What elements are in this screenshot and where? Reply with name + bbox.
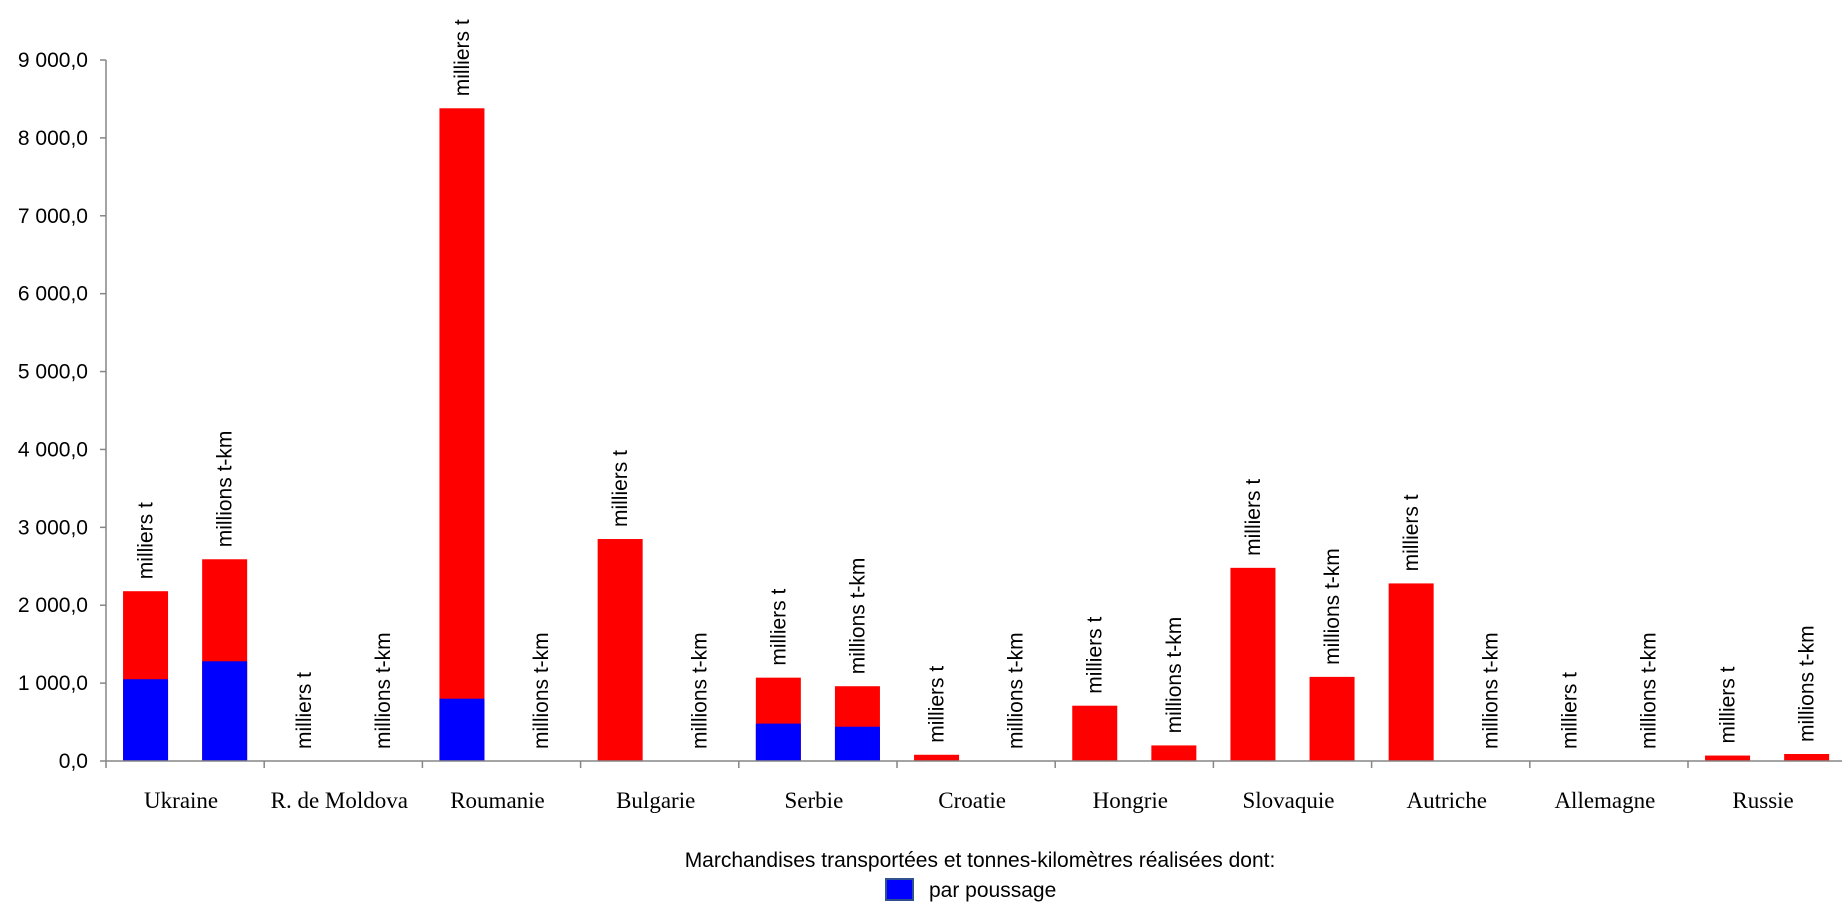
bar-label: milliers t [293,672,316,749]
bar-par-poussage [755,723,801,761]
y-tick-label: 8 000,0 [18,127,88,150]
x-category-label: Roumanie [450,788,545,813]
x-category-label: Russie [1732,788,1793,813]
bar-total [1388,583,1434,761]
bar-label: millions t-km [1637,632,1660,749]
bar-total [1784,753,1830,761]
y-tick-label: 1 000,0 [18,672,88,695]
x-category-label: Allemagne [1554,788,1655,813]
bar-label: milliers t [767,588,790,665]
bar-label: milliers t [609,450,632,527]
bar-label: milliers t [451,19,474,96]
legend: Marchandises transportées et tonnes-kilo… [685,849,1276,902]
bar-par-poussage [202,661,248,761]
y-tick-label: 6 000,0 [18,283,88,306]
bar-label: milliers t [1084,617,1107,694]
bar-label: millions t-km [688,632,711,749]
x-category-label: Bulgarie [616,788,695,813]
bar-total [1705,755,1751,761]
y-tick-label: 4 000,0 [18,438,88,461]
bar-label: millions t-km [214,431,237,548]
bar-label: milliers t [926,666,949,743]
bar-total [439,108,485,761]
bar-total [1309,676,1355,761]
bar-par-poussage [439,698,485,761]
bar-par-poussage [834,726,880,761]
bar-par-poussage [123,679,169,761]
y-tick-label: 0,0 [59,750,88,773]
bar-label: millions t-km [1321,548,1344,665]
bar-total [1230,567,1276,761]
bar-label: millions t-km [1479,632,1502,749]
bar-total [914,754,960,761]
legend-swatch-par-poussage [885,878,914,901]
bar-total [1072,705,1118,761]
bar-label: millions t-km [1796,625,1819,742]
x-category-label: Serbie [785,788,844,813]
legend-title: Marchandises transportées et tonnes-kilo… [685,849,1276,872]
x-category-label: Autriche [1406,788,1486,813]
legend-label-par-poussage: par poussage [929,879,1056,902]
x-category-label: Hongrie [1093,788,1168,813]
bar-label: millions t-km [530,632,553,749]
bar-labels: milliers t millions t-km milliers t million… [135,19,1819,749]
bar-label: millions t-km [1163,617,1186,734]
x-category-label: R. de Moldova [271,788,408,813]
x-category-label: Slovaquie [1243,788,1335,813]
x-category-label: Ukraine [144,788,218,813]
bar-label: milliers t [1717,666,1740,743]
y-tick-label: 7 000,0 [18,205,88,228]
bar-label: milliers t [135,502,158,579]
bar-total [1151,745,1197,761]
y-axis: 0,0 1 000,0 2 000,0 3 000,0 4 000,0 5 000,0 6 … [18,49,107,773]
x-category-label: Croatie [938,788,1006,813]
bar-label: millions t-km [846,558,869,675]
bars [123,108,1830,761]
y-tick-label: 3 000,0 [18,516,88,539]
bar-label: milliers t [1242,479,1265,556]
y-tick-label: 2 000,0 [18,594,88,617]
bar-label: milliers t [1400,494,1423,571]
bar-label: milliers t [1558,672,1581,749]
bar-total [597,539,643,761]
bar-label: millions t-km [1005,632,1028,749]
x-axis: Ukraine R. de Moldova Roumanie Bulgarie Serb… [105,760,1842,813]
y-tick-label: 9 000,0 [18,49,88,72]
bar-label: millions t-km [372,632,395,749]
y-tick-label: 5 000,0 [18,361,88,384]
